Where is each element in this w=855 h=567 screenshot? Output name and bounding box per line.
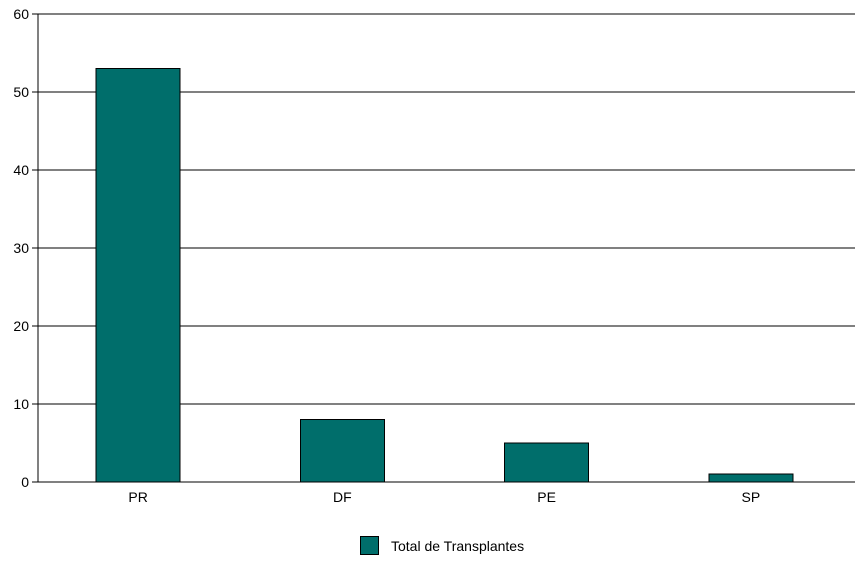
bar-pe	[504, 442, 590, 483]
y-tick-label: 50	[13, 84, 29, 100]
x-tick-label: PR	[128, 489, 147, 505]
y-tick-label: 30	[13, 240, 29, 256]
y-tick-label: 20	[13, 318, 29, 334]
x-tick-label: PE	[537, 489, 556, 505]
y-tick-label: 60	[13, 6, 29, 22]
bar-pr	[95, 68, 181, 483]
legend-swatch	[360, 536, 379, 555]
legend: Total de Transplantes	[360, 536, 524, 555]
y-tick-labels: 0 10 20 30 40 50 60	[13, 6, 29, 490]
y-tick-label: 10	[13, 396, 29, 412]
x-tick-label: DF	[333, 489, 352, 505]
x-tick-labels: PR DF PE SP	[128, 489, 760, 505]
legend-label: Total de Transplantes	[391, 537, 525, 554]
axes	[37, 14, 855, 483]
y-tick-label: 0	[21, 474, 29, 490]
x-tick-label: SP	[742, 489, 761, 505]
y-tick-label: 40	[13, 162, 29, 178]
bars	[95, 68, 794, 483]
bar-sp	[708, 473, 794, 483]
bar-df	[299, 419, 385, 483]
